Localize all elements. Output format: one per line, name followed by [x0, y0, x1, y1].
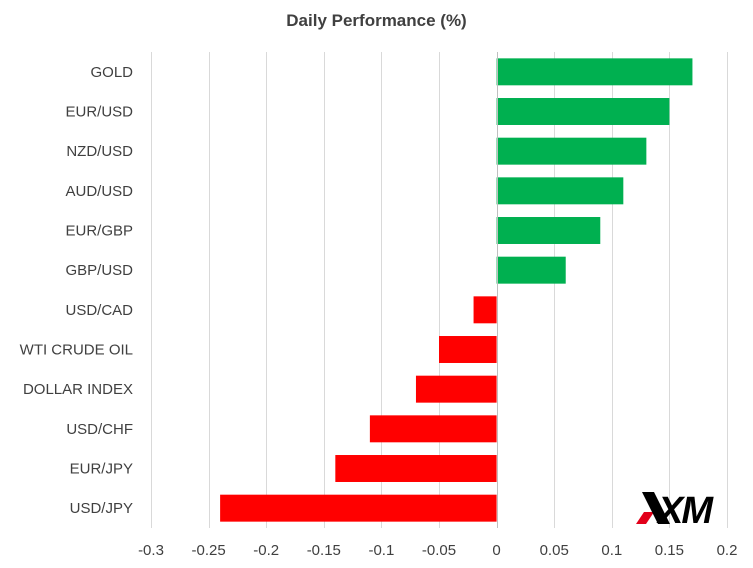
- category-label: USD/CHF: [66, 421, 133, 438]
- x-tick-label: 0.1: [601, 542, 622, 559]
- bars: [220, 52, 693, 528]
- x-tick-label: -0.25: [191, 542, 225, 559]
- bar: [473, 296, 497, 324]
- bar: [439, 336, 497, 363]
- x-tick-label: -0.2: [253, 542, 279, 559]
- x-tick-label: -0.1: [368, 542, 394, 559]
- bar: [496, 58, 693, 86]
- category-label: EUR/GBP: [65, 223, 133, 240]
- bar: [496, 137, 647, 165]
- category-label: DOLLAR INDEX: [23, 381, 133, 398]
- xm-logo: XM: [636, 488, 740, 532]
- x-tick-label: 0.05: [540, 542, 569, 559]
- x-tick-labels: -0.3 -0.25 -0.2 -0.15 -0.1 -0.05 0 0.05 0.1 0.15 0…: [138, 542, 737, 559]
- category-label: USD/JPY: [70, 500, 133, 517]
- gridlines: [151, 52, 728, 528]
- x-tick-label: 0.2: [717, 542, 738, 559]
- logo-red-mark: [636, 512, 654, 524]
- x-tick-label: -0.15: [307, 542, 341, 559]
- category-label: GOLD: [90, 64, 133, 81]
- chart-title: Daily Performance (%): [286, 11, 467, 30]
- logo-black-mark: [642, 492, 670, 524]
- category-label: GBP/USD: [65, 262, 133, 279]
- category-label: EUR/USD: [65, 104, 133, 121]
- x-tick-label: -0.05: [422, 542, 456, 559]
- category-labels: GOLD EUR/USD NZD/USD AUD/USD EUR/GBP GBP/USD U…: [20, 64, 134, 517]
- x-tick-label: -0.3: [138, 542, 164, 559]
- bar: [496, 177, 624, 205]
- bar: [496, 98, 670, 125]
- category-label: EUR/JPY: [70, 461, 133, 478]
- bar: [415, 375, 497, 403]
- bar: [369, 415, 497, 443]
- category-label: AUD/USD: [65, 183, 133, 200]
- logo-wordmark: XM: [656, 490, 714, 528]
- x-tick-label: 0: [492, 542, 500, 559]
- category-label: NZD/USD: [66, 143, 133, 160]
- x-tick-label: 0.15: [655, 542, 684, 559]
- category-label: WTI CRUDE OIL: [20, 342, 133, 359]
- bar: [496, 217, 601, 244]
- bar: [220, 494, 497, 522]
- category-label: USD/CAD: [65, 302, 133, 319]
- bar: [496, 256, 566, 284]
- bar: [335, 455, 497, 482]
